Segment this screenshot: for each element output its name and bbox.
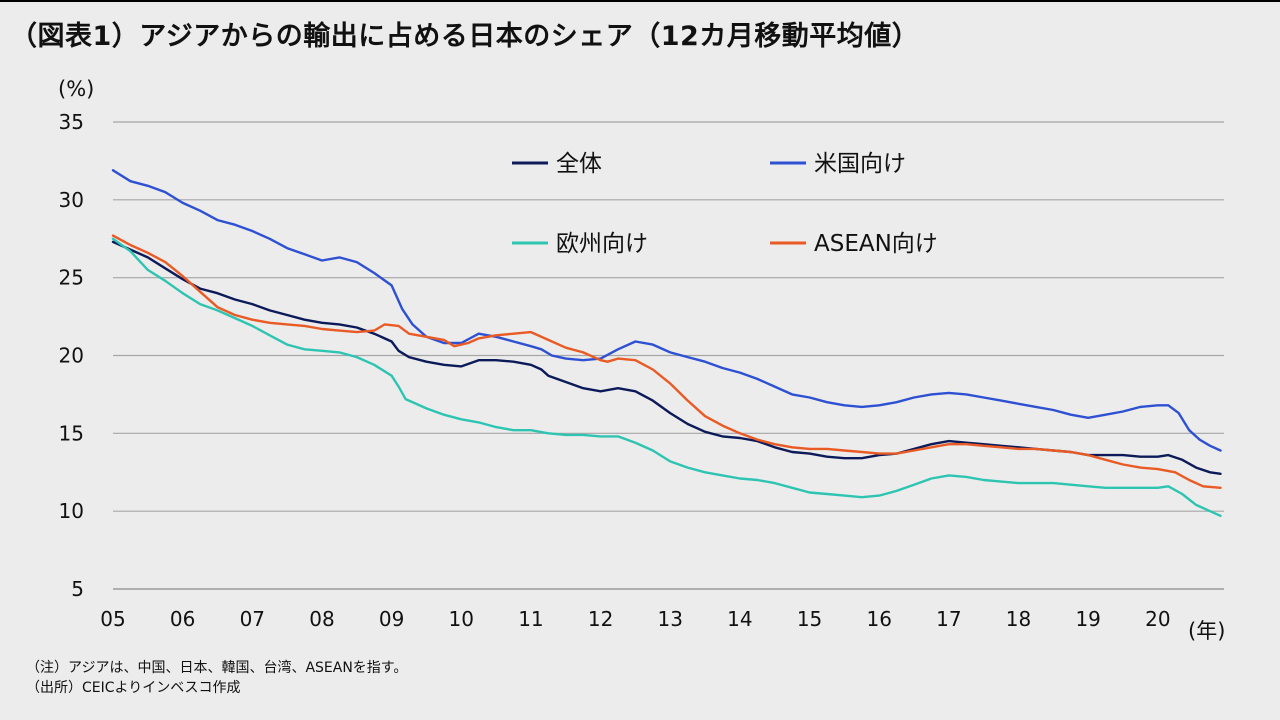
- x-tick-label: 20: [1145, 607, 1170, 631]
- y-axis-unit-label: (%): [58, 77, 94, 101]
- series-line-2: [111, 237, 1222, 517]
- y-tick-label: 20: [59, 344, 84, 368]
- series-line-0: [111, 240, 1222, 475]
- x-tick-label: 09: [379, 607, 404, 631]
- series-lines: [111, 169, 1222, 517]
- legend-label-1: 米国向け: [814, 151, 906, 177]
- x-tick-label: 11: [518, 607, 543, 631]
- x-tick-label: 13: [658, 607, 683, 631]
- y-tick-label: 25: [59, 266, 84, 290]
- x-tick-label: 12: [588, 607, 613, 631]
- y-tick-label: 10: [59, 499, 84, 523]
- y-tick-label: 30: [59, 188, 84, 212]
- y-tick-label: 15: [59, 421, 84, 445]
- footnotes: （注）アジアは、中国、日本、韓国、台湾、ASEANを指す。 （出所）CEICより…: [26, 658, 407, 698]
- x-axis-ticks: 05 06 07 08 09 10 11 12 13 14 15 16 17 18 19 20: [100, 607, 1170, 631]
- series-line-3: [111, 234, 1222, 489]
- x-tick-label: 07: [240, 607, 265, 631]
- x-tick-label: 16: [866, 607, 891, 631]
- x-tick-label: 05: [100, 607, 125, 631]
- x-tick-label: 14: [727, 607, 752, 631]
- legend-label-2: 欧州向け: [556, 231, 648, 257]
- footnote-source: （出所）CEICよりインベスコ作成: [26, 680, 241, 696]
- x-tick-label: 06: [170, 607, 195, 631]
- x-tick-label: 19: [1075, 607, 1100, 631]
- x-tick-label: 15: [797, 607, 822, 631]
- x-tick-label: 18: [1006, 607, 1031, 631]
- x-axis-unit-label: (年): [1188, 619, 1225, 643]
- chart-title: （図表1）アジアからの輸出に占める日本のシェア（12カ月移動平均値）: [10, 21, 920, 52]
- x-tick-label: 10: [449, 607, 474, 631]
- top-border: [0, 0, 1280, 2]
- legend-label-3: ASEAN向け: [814, 231, 938, 257]
- x-tick-label: 17: [936, 607, 961, 631]
- x-tick-label: 08: [309, 607, 334, 631]
- y-axis-ticks: 5 10 15 20 25 30 35: [59, 110, 84, 601]
- footnote-note: （注）アジアは、中国、日本、韓国、台湾、ASEANを指す。: [26, 660, 408, 676]
- gridlines: [113, 121, 1224, 590]
- legend-label-0: 全体: [556, 151, 602, 177]
- y-tick-label: 5: [71, 577, 84, 601]
- y-tick-label: 35: [59, 110, 84, 134]
- series-line-1: [111, 169, 1222, 452]
